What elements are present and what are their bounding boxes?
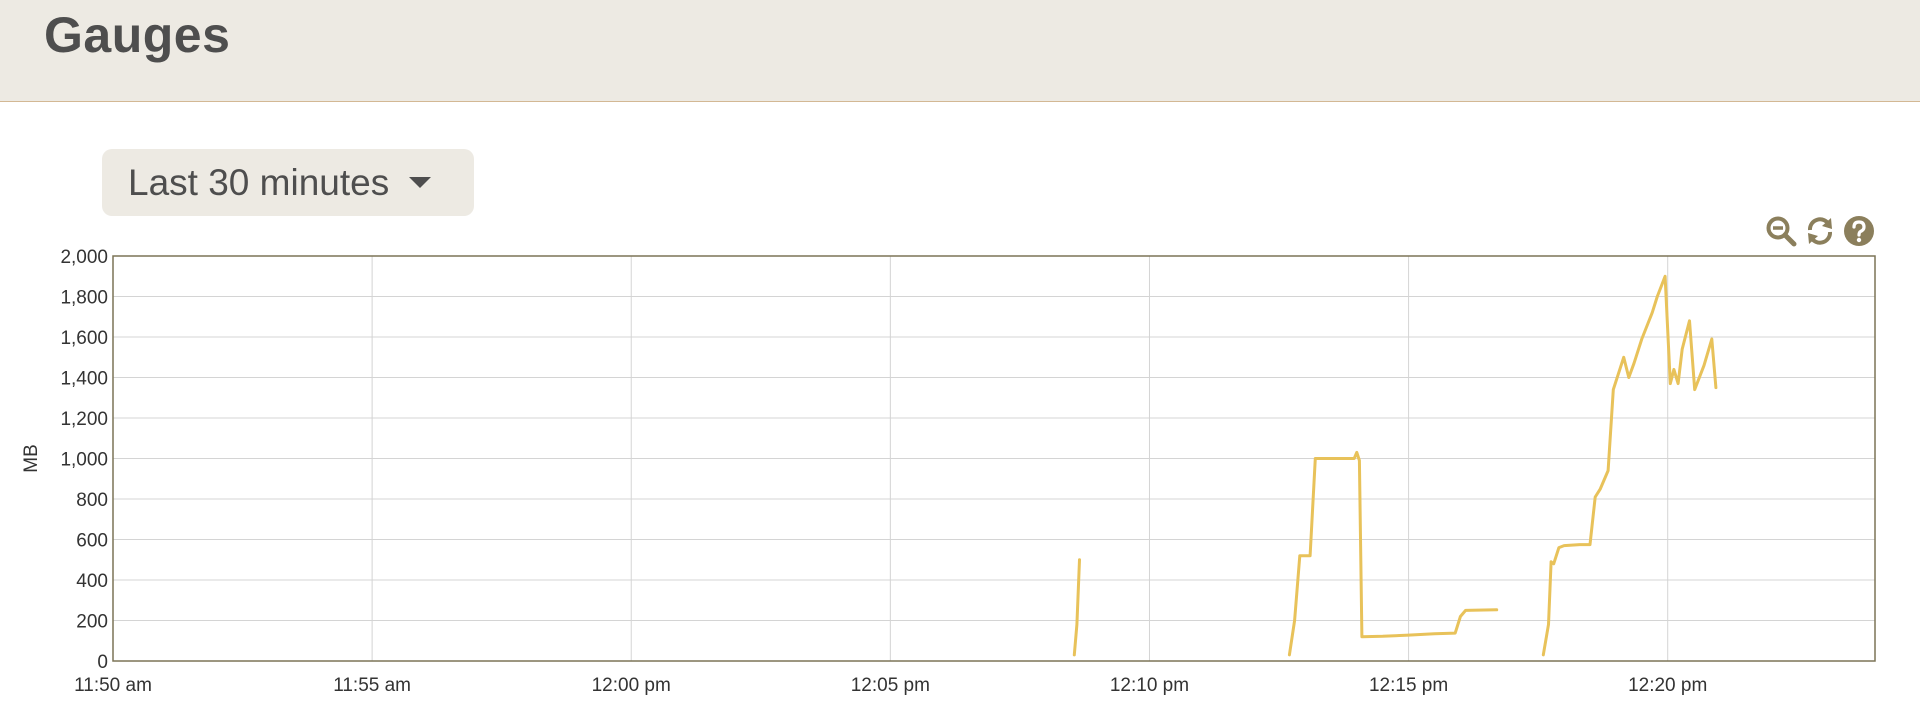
y-tick-label: 400 [76,571,108,592]
series-line [1072,558,1081,657]
y-tick-label: 1,000 [60,450,108,471]
time-range-dropdown[interactable]: Last 30 minutes [102,149,474,216]
y-tick-label: 1,600 [60,328,108,349]
x-tick-label: 12:05 pm [851,675,930,696]
refresh-icon[interactable] [1804,215,1836,247]
y-tick-label: 2,000 [60,247,108,268]
page-title: Gauges [44,7,231,63]
x-tick-label: 12:20 pm [1628,675,1707,696]
y-tick-label: 1,800 [60,288,108,309]
x-tick-label: 12:15 pm [1369,675,1448,696]
y-tick-label: 600 [76,531,108,552]
y-tick-label: 1,400 [60,369,108,390]
x-tick-label: 11:50 am [74,675,152,696]
y-tick-label: 800 [76,490,108,511]
help-icon[interactable] [1843,215,1875,247]
plot-frame [112,255,1876,662]
page-header: Gauges [0,0,1920,102]
y-axis-label: MB [21,444,42,473]
series-line [1287,450,1499,657]
y-tick-label: 0 [97,652,108,673]
series-line [1541,274,1718,657]
caret-down-icon [409,177,432,188]
y-tick-label: 1,200 [60,409,108,430]
x-tick-label: 12:10 pm [1110,675,1189,696]
time-range-label: Last 30 minutes [128,161,390,203]
zoom-out-icon[interactable] [1765,215,1797,247]
x-tick-label: 11:55 am [333,675,411,696]
x-tick-label: 12:00 pm [592,675,671,696]
y-tick-label: 200 [76,612,108,633]
